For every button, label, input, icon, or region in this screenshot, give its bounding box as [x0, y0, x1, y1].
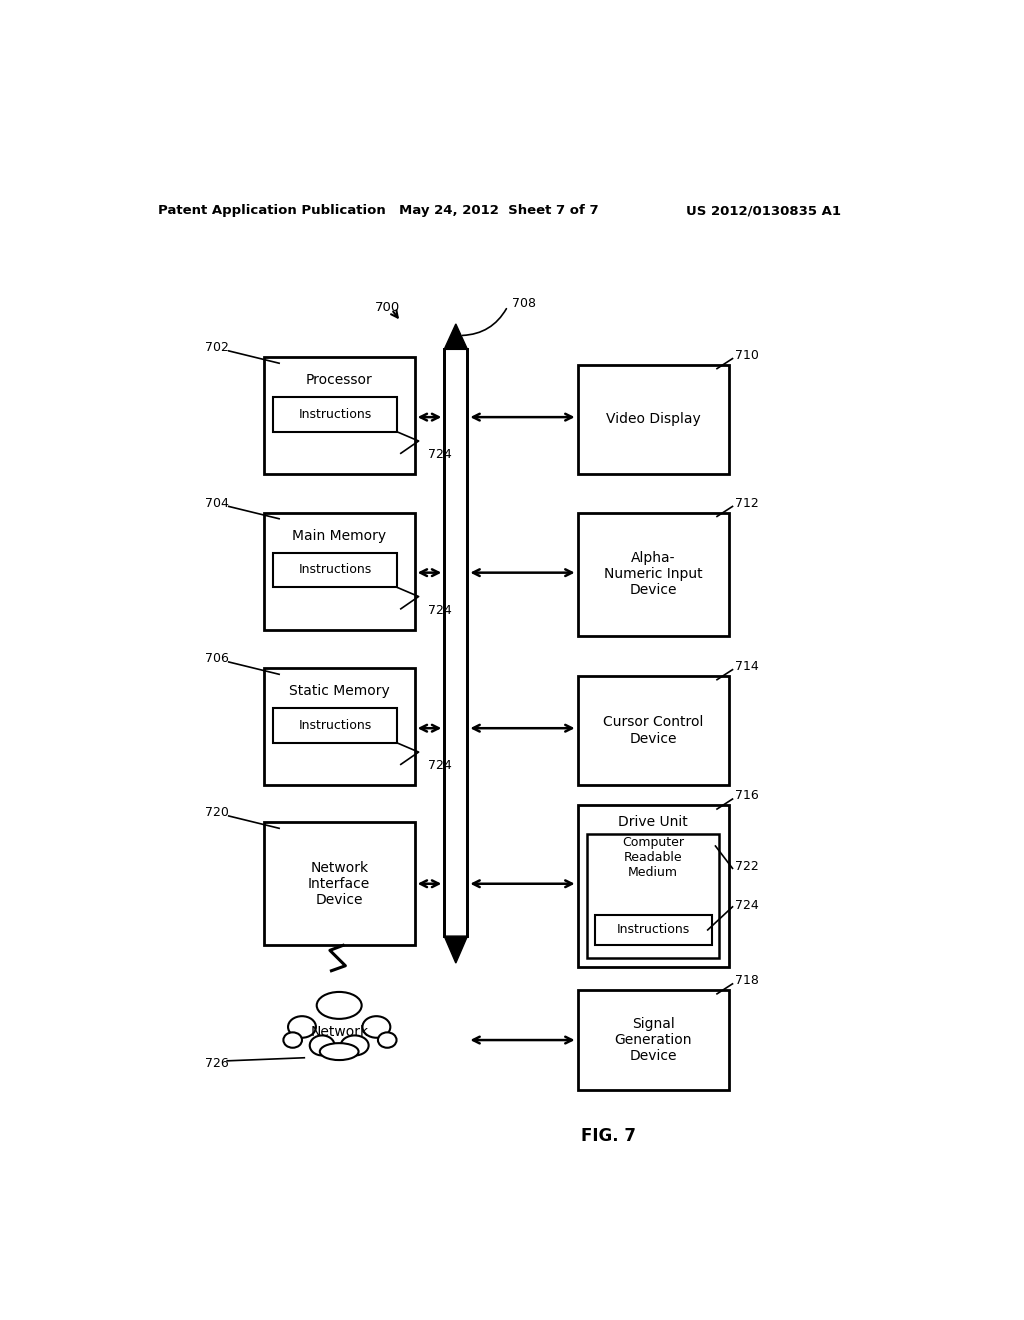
Text: Instructions: Instructions: [298, 718, 372, 731]
Text: 710: 710: [735, 348, 759, 362]
Text: 720: 720: [206, 807, 229, 820]
Text: Cursor Control
Device: Cursor Control Device: [603, 715, 703, 746]
Text: 702: 702: [206, 342, 229, 354]
Bar: [273, 553, 397, 587]
Text: 714: 714: [735, 660, 759, 673]
Bar: [578, 676, 729, 785]
Text: Static Memory: Static Memory: [289, 684, 389, 698]
Text: 700: 700: [375, 301, 399, 314]
Bar: [444, 350, 467, 936]
Text: FIG. 7: FIG. 7: [581, 1127, 636, 1146]
Ellipse shape: [362, 1016, 390, 1038]
Text: 708: 708: [512, 297, 536, 310]
Ellipse shape: [341, 1035, 369, 1056]
Ellipse shape: [378, 1032, 396, 1048]
Text: Video Display: Video Display: [605, 412, 700, 426]
Bar: [263, 668, 415, 785]
Bar: [595, 915, 712, 945]
Text: Alpha-
Numeric Input
Device: Alpha- Numeric Input Device: [604, 550, 702, 598]
Text: 706: 706: [206, 652, 229, 665]
Bar: [263, 822, 415, 945]
Text: Main Memory: Main Memory: [292, 529, 386, 543]
Text: 724: 724: [428, 603, 452, 616]
Text: Patent Application Publication: Patent Application Publication: [158, 205, 385, 218]
Polygon shape: [444, 323, 467, 350]
Ellipse shape: [309, 1035, 335, 1056]
Text: Computer
Readable
Medium: Computer Readable Medium: [622, 836, 684, 879]
Text: 716: 716: [735, 789, 759, 803]
Ellipse shape: [319, 1043, 358, 1060]
Text: 726: 726: [206, 1056, 229, 1069]
Ellipse shape: [284, 1032, 302, 1048]
Bar: [578, 805, 729, 966]
Bar: [578, 512, 729, 636]
Text: 712: 712: [735, 496, 759, 510]
Text: Instructions: Instructions: [616, 924, 690, 936]
Bar: [578, 990, 729, 1090]
Bar: [578, 364, 729, 474]
Text: 722: 722: [735, 861, 759, 874]
Text: Drive Unit: Drive Unit: [618, 816, 688, 829]
Bar: [263, 358, 415, 474]
Bar: [587, 834, 719, 958]
Ellipse shape: [288, 1016, 316, 1038]
Text: 724: 724: [735, 899, 759, 912]
Polygon shape: [444, 936, 467, 964]
Text: Network
Interface
Device: Network Interface Device: [308, 861, 371, 907]
Text: Processor: Processor: [306, 374, 373, 387]
Bar: [263, 512, 415, 630]
Text: Network: Network: [310, 1026, 369, 1039]
Text: 724: 724: [428, 759, 452, 772]
Bar: [273, 708, 397, 743]
Text: May 24, 2012  Sheet 7 of 7: May 24, 2012 Sheet 7 of 7: [398, 205, 598, 218]
Text: Signal
Generation
Device: Signal Generation Device: [614, 1016, 692, 1063]
Text: 704: 704: [206, 496, 229, 510]
Text: Instructions: Instructions: [298, 564, 372, 576]
Ellipse shape: [316, 991, 361, 1019]
Text: 724: 724: [428, 449, 452, 462]
Bar: [273, 397, 397, 432]
Text: 718: 718: [735, 974, 759, 987]
Text: US 2012/0130835 A1: US 2012/0130835 A1: [686, 205, 841, 218]
Text: Instructions: Instructions: [298, 408, 372, 421]
